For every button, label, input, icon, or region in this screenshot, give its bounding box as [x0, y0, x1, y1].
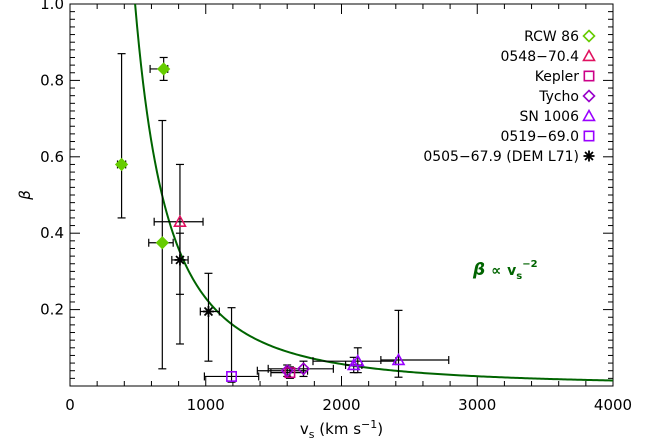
error-bar: [267, 360, 334, 378]
data-point: [157, 62, 171, 76]
data-point: [391, 352, 406, 366]
legend-marker: [583, 70, 595, 82]
error-bar: [153, 163, 204, 295]
error-bar: [171, 232, 189, 345]
curve-label: β ∝ vs−2: [472, 259, 538, 282]
data-point: [346, 357, 361, 371]
legend-marker: [583, 150, 595, 162]
y-tick-label: 0.6: [40, 148, 64, 166]
y-tick-label: 0.2: [40, 301, 64, 319]
x-tick-label: 2000: [322, 396, 360, 414]
y-axis-title: β: [16, 190, 34, 201]
y-tick-label: 0.8: [40, 71, 64, 89]
data-point: [155, 236, 169, 250]
x-axis-title: vs (km s−1): [300, 418, 383, 438]
legend-label: 0519−69.0: [500, 129, 579, 145]
data-point: [280, 364, 294, 378]
legend-label: SN 1006: [520, 109, 580, 125]
legend-marker: [582, 48, 596, 62]
curve-annotation: β ∝ vs−2: [472, 259, 538, 282]
data-point: [114, 157, 129, 172]
x-tick-label: 3000: [458, 396, 496, 414]
legend-label: 0548−70.4: [500, 49, 579, 65]
data-markers: [114, 62, 406, 382]
error-bar: [203, 307, 260, 383]
legend-label: 0505−67.9 (DEM L71): [423, 149, 579, 165]
model-curve: [134, 3, 614, 382]
data-point: [174, 254, 186, 266]
data-point: [226, 370, 238, 382]
y-tick-label: 1.0: [40, 0, 64, 13]
y-tick-label: 0.4: [40, 224, 64, 242]
legend-marker: [582, 108, 596, 122]
error-bar: [116, 53, 127, 219]
legend-label: Tycho: [538, 89, 579, 105]
legend: RCW 86 0548−70.4 Kepler Tycho SN 1006 0519−69…: [423, 29, 596, 165]
x-tick-label: 0: [65, 396, 75, 414]
legend-marker: [582, 29, 596, 43]
data-point: [173, 214, 187, 227]
legend-marker: [582, 89, 596, 103]
error-bar: [380, 309, 450, 378]
legend-marker: [583, 130, 595, 142]
beta-curve: [134, 3, 614, 382]
data-point: [296, 362, 311, 376]
error-bar: [199, 272, 220, 362]
data-point: [202, 306, 214, 318]
legend-label: RCW 86: [524, 29, 579, 45]
axes: 0 1000 2000 3000 4000 0.2 0.4 0.6 0.8 1.0 vs (km s…: [16, 0, 632, 438]
x-tick-label: 1000: [187, 396, 225, 414]
legend-label: Kepler: [535, 69, 579, 85]
x-tick-label: 4000: [594, 396, 632, 414]
